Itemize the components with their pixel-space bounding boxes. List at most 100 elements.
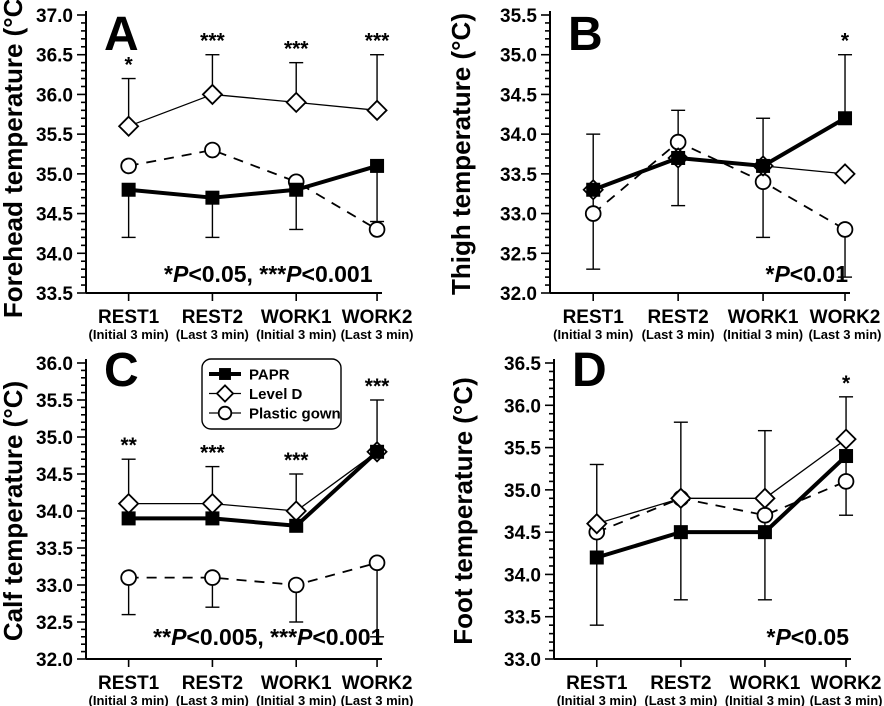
svg-text:*: * xyxy=(841,30,850,53)
y-tick-label: 35.5 xyxy=(36,125,73,146)
y-tick-label: 34.0 xyxy=(36,244,73,265)
y-tick-label: 36.0 xyxy=(36,85,73,106)
y-tick-label: 34.0 xyxy=(500,125,537,146)
x-tick-label: REST1 xyxy=(563,307,625,328)
y-tick-label: 34.5 xyxy=(36,465,73,486)
y-tick-label: 33.0 xyxy=(504,650,541,671)
x-tick-sublabel: (Last 3 min) xyxy=(809,327,882,342)
panel-a-forehead-chart: 33.534.034.535.035.536.036.537.0REST1(In… xyxy=(0,0,414,342)
series-papr xyxy=(121,444,385,533)
legend-label: PAPR xyxy=(249,367,290,384)
x-tick-label: WORK2 xyxy=(342,307,413,328)
legend-item-level-d: Level D xyxy=(209,384,303,403)
x-tick-label: WORK1 xyxy=(730,673,801,694)
svg-text:***: *** xyxy=(200,30,225,53)
svg-text:***: *** xyxy=(284,38,309,61)
error-bars xyxy=(589,396,854,626)
x-tick-sublabel: (Last 3 min) xyxy=(176,693,249,706)
x-tick-sublabel: (Initial 3 min) xyxy=(256,693,336,706)
series-plastic-gown xyxy=(120,554,386,594)
x-tick-label: REST1 xyxy=(98,673,160,694)
x-tick-label: WORK1 xyxy=(728,307,799,328)
y-tick-label: 35.5 xyxy=(500,6,537,27)
panel-letter: B xyxy=(568,8,603,61)
x-tick-label: REST2 xyxy=(182,673,243,694)
svg-text:***: *** xyxy=(365,375,390,398)
panel-letter: D xyxy=(572,344,607,397)
series-level-d xyxy=(582,147,856,201)
x-axis-labels: REST1(Initial 3 min)REST2(Last 3 min)WOR… xyxy=(557,659,883,706)
legend-item-plastic-gown: Plastic gown xyxy=(209,406,341,423)
svg-text:***: *** xyxy=(200,442,225,465)
x-tick-sublabel: (Initial 3 min) xyxy=(89,327,169,342)
y-tick-label: 33.5 xyxy=(504,608,541,629)
x-tick-label: REST2 xyxy=(648,307,709,328)
series-papr xyxy=(586,111,853,197)
y-tick-label: 32.0 xyxy=(500,284,537,305)
y-tick-label: 36.0 xyxy=(36,354,73,375)
y-axis-title: Forehead temperature (°C) xyxy=(0,0,28,318)
x-tick-sublabel: (Initial 3 min) xyxy=(89,693,169,706)
y-tick-label: 32.0 xyxy=(36,650,73,671)
panel-d-foot-chart: 33.033.534.034.535.035.536.036.5REST1(In… xyxy=(448,344,883,706)
x-tick-label: WORK1 xyxy=(261,307,332,328)
p-value-annotation: *P<0.05, ***P<0.001 xyxy=(164,261,373,287)
x-tick-sublabel: (Last 3 min) xyxy=(176,327,249,342)
x-tick-label: REST1 xyxy=(98,307,160,328)
y-tick-label: 35.0 xyxy=(36,428,73,449)
x-axis-labels: REST1(Initial 3 min)REST2(Last 3 min)WOR… xyxy=(553,293,882,342)
significance-marks: ** *** ****** xyxy=(120,375,390,472)
x-tick-label: REST2 xyxy=(182,307,243,328)
svg-text:***: *** xyxy=(284,449,309,472)
series-plastic-gown xyxy=(120,141,386,238)
panel-b-thigh-chart: 32.032.533.033.534.034.535.035.5REST1(In… xyxy=(446,6,882,342)
y-tick-label: 33.0 xyxy=(36,576,73,597)
axes xyxy=(85,359,382,660)
significance-marks: **** *** *** xyxy=(125,30,391,77)
p-value-annotation: *P<0.01 xyxy=(766,261,849,287)
p-value-annotation: **P<0.005, ***P<0.001 xyxy=(153,624,383,650)
series-plastic-gown xyxy=(584,133,854,238)
legend-label: Level D xyxy=(249,386,303,403)
y-axis-title: Calf temperature (°C) xyxy=(0,381,28,641)
x-tick-label: WORK2 xyxy=(810,307,881,328)
panel-letter: A xyxy=(104,8,139,61)
y-tick-label: 34.0 xyxy=(36,502,73,523)
y-tick-label: 35.5 xyxy=(504,439,541,460)
y-tick-label: 35.5 xyxy=(36,391,73,412)
svg-text:**: ** xyxy=(120,434,137,457)
x-tick-label: WORK1 xyxy=(261,673,332,694)
x-tick-sublabel: (Last 3 min) xyxy=(644,693,717,706)
y-tick-label: 35.0 xyxy=(504,481,541,502)
y-axis-ticks: 33.0 33.5 34.0 34.5 35.0 35.5 36.0 36.5 xyxy=(504,354,554,671)
legend: PAPR Level D Plastic gown xyxy=(201,358,342,430)
error-bars xyxy=(586,54,853,278)
y-tick-label: 37.0 xyxy=(36,6,73,27)
y-axis-ticks: 32.0 32.5 33.0 33.5 34.0 34.5 35.0 35.5 xyxy=(500,6,550,305)
y-tick-label: 36.5 xyxy=(504,354,541,375)
svg-text:*: * xyxy=(125,54,134,77)
series-level-d xyxy=(117,83,388,137)
y-axis-title: Foot temperature (°C) xyxy=(448,377,478,645)
x-axis-labels: REST1(Initial 3 min)REST2(Last 3 min)WOR… xyxy=(89,293,414,342)
x-tick-sublabel: (Initial 3 min) xyxy=(553,327,633,342)
legend-label: Plastic gown xyxy=(249,406,341,423)
y-tick-label: 33.5 xyxy=(36,284,73,305)
x-tick-sublabel: (Initial 3 min) xyxy=(256,327,336,342)
y-tick-label: 36.5 xyxy=(36,46,73,67)
panel-c-calf-chart: 32.0 32.5 33.0 33.5 34.0 34.5 35.0 35.5 36.0 REST… xyxy=(0,344,414,706)
x-tick-sublabel: (Last 3 min) xyxy=(642,327,715,342)
panel-letter: C xyxy=(104,344,139,397)
error-bars xyxy=(121,54,385,239)
y-axis-title: Thigh temperature (°C) xyxy=(446,13,476,295)
x-tick-sublabel: (Last 3 min) xyxy=(810,693,883,706)
p-value-annotation: *P<0.05 xyxy=(767,624,850,650)
y-tick-label: 33.5 xyxy=(500,165,537,186)
x-tick-sublabel: (Last 3 min) xyxy=(341,327,414,342)
y-tick-label: 33.5 xyxy=(36,539,73,560)
y-tick-label: 32.5 xyxy=(36,613,73,634)
x-tick-label: WORK2 xyxy=(811,673,882,694)
y-tick-label: 35.0 xyxy=(500,46,537,67)
axes xyxy=(553,359,851,660)
